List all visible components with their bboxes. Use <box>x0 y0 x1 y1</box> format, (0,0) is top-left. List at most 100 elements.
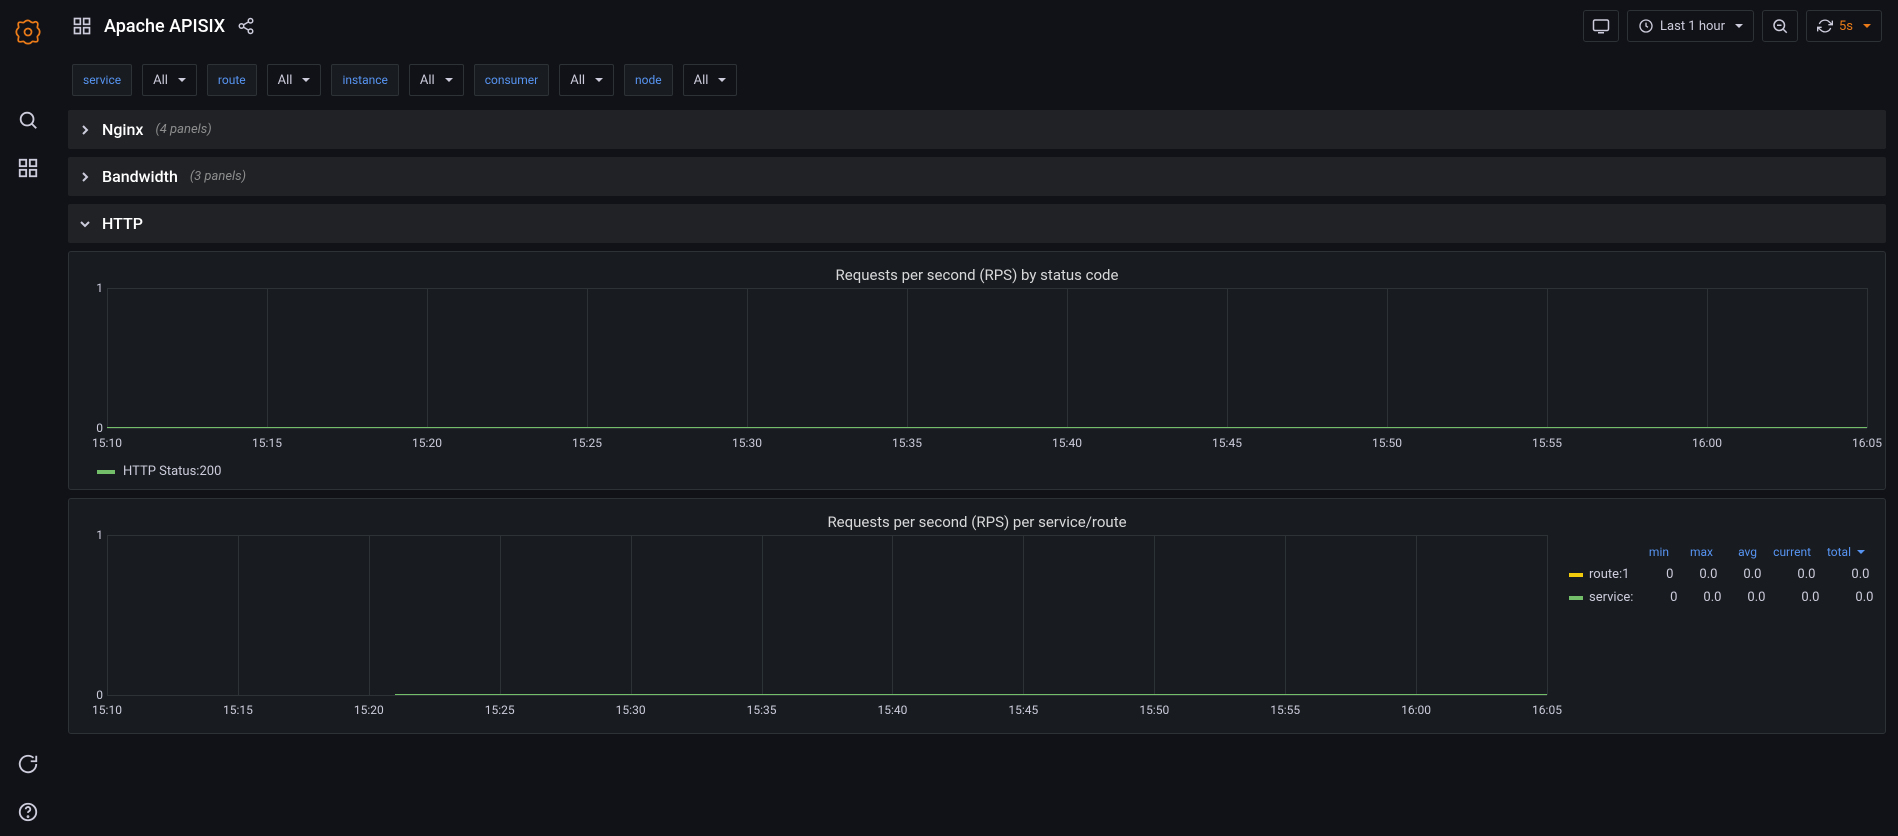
x-tick: 15:20 <box>354 703 384 717</box>
x-tick: 15:25 <box>572 436 602 450</box>
legend-avg: 0.0 <box>1725 590 1765 605</box>
x-tick: 16:00 <box>1401 703 1431 717</box>
chart-plot-area[interactable]: 15:1015:1515:2015:2515:3015:3515:4015:45… <box>107 535 1547 695</box>
help-icon[interactable] <box>8 792 48 832</box>
legend-current: 0.0 <box>1769 590 1819 605</box>
x-tick: 15:40 <box>1052 436 1082 450</box>
variable-select-node[interactable]: All <box>683 64 738 96</box>
series-line <box>107 427 1867 428</box>
x-tick: 15:55 <box>1532 436 1562 450</box>
legend-series-name: route:1 <box>1589 567 1629 582</box>
legend-header-min[interactable]: min <box>1629 545 1669 559</box>
x-tick: 15:10 <box>92 436 122 450</box>
sidebar <box>0 0 56 836</box>
legend-max: 0.0 <box>1677 567 1717 582</box>
refresh-button[interactable]: 5s <box>1806 10 1882 42</box>
variable-label-node[interactable]: node <box>624 64 673 96</box>
chevron-right-icon <box>80 125 90 135</box>
variable-select-route[interactable]: All <box>267 64 322 96</box>
variable-select-consumer[interactable]: All <box>559 64 614 96</box>
chevron-down-icon <box>80 219 90 229</box>
chart1-legend[interactable]: HTTP Status:200 <box>77 458 1877 481</box>
x-tick: 15:45 <box>1008 703 1038 717</box>
chevron-right-icon <box>80 172 90 182</box>
legend-series-name: service: <box>1589 590 1633 605</box>
section-name: Bandwidth <box>102 167 178 186</box>
dashboards-icon[interactable] <box>8 148 48 188</box>
topbar: Apache APISIX Last 1 hour <box>56 0 1898 52</box>
legend-swatch <box>97 470 115 474</box>
legend-header-row: minmaxavg current total <box>1569 541 1865 563</box>
x-tick: 15:40 <box>878 703 908 717</box>
panel-grid-icon[interactable] <box>72 16 92 36</box>
x-tick: 15:30 <box>616 703 646 717</box>
legend-swatch <box>1569 573 1583 577</box>
x-tick: 16:05 <box>1532 703 1562 717</box>
variable-label-service[interactable]: service <box>72 64 132 96</box>
share-icon[interactable] <box>237 17 255 35</box>
x-tick: 15:35 <box>747 703 777 717</box>
legend-swatch <box>1569 596 1583 600</box>
y-tick: 1 <box>87 528 103 542</box>
legend-header-avg[interactable]: avg <box>1717 545 1757 559</box>
x-tick: 15:45 <box>1212 436 1242 450</box>
chevron-down-icon <box>1731 19 1743 34</box>
section-row-http[interactable]: HTTP <box>68 204 1886 243</box>
legend-row[interactable]: route:100.00.00.00.0 <box>1569 563 1865 586</box>
section-row-nginx[interactable]: Nginx (4 panels) <box>68 110 1886 149</box>
legend-total: 0.0 <box>1823 590 1873 605</box>
y-tick: 1 <box>87 281 103 295</box>
legend-min: 0 <box>1637 590 1677 605</box>
refresh-interval-label: 5s <box>1839 19 1853 34</box>
legend-avg: 0.0 <box>1721 567 1761 582</box>
x-tick: 16:05 <box>1852 436 1882 450</box>
x-tick: 15:15 <box>252 436 282 450</box>
cycle-icon[interactable] <box>8 744 48 784</box>
time-range-button[interactable]: Last 1 hour <box>1627 10 1754 42</box>
variable-label-route[interactable]: route <box>207 64 257 96</box>
search-icon[interactable] <box>8 100 48 140</box>
legend-header-max[interactable]: max <box>1673 545 1713 559</box>
legend-series-name: HTTP Status:200 <box>123 464 221 479</box>
section-name: Nginx <box>102 120 143 139</box>
series-line <box>395 694 1547 695</box>
variable-label-instance[interactable]: instance <box>331 64 398 96</box>
x-tick: 15:15 <box>223 703 253 717</box>
panel-rps-by-status: Requests per second (RPS) by status code… <box>68 251 1886 490</box>
panel-title: Requests per second (RPS) by status code <box>77 260 1877 288</box>
section-name: HTTP <box>102 214 143 233</box>
x-tick: 15:30 <box>732 436 762 450</box>
chart2-legend-table: minmaxavgcurrenttotalroute:100.00.00.00.… <box>1557 535 1877 725</box>
variable-select-service[interactable]: All <box>142 64 197 96</box>
tv-mode-button[interactable] <box>1583 10 1619 42</box>
section-panel-count: (4 panels) <box>155 122 211 137</box>
legend-max: 0.0 <box>1681 590 1721 605</box>
legend-min: 0 <box>1633 567 1673 582</box>
x-tick: 15:35 <box>892 436 922 450</box>
x-tick: 15:20 <box>412 436 442 450</box>
variable-select-instance[interactable]: All <box>409 64 464 96</box>
legend-header-total[interactable]: total <box>1815 545 1865 559</box>
panel-rps-per-service: Requests per second (RPS) per service/ro… <box>68 498 1886 734</box>
legend-header-current[interactable]: current <box>1761 545 1811 559</box>
legend-total: 0.0 <box>1819 567 1869 582</box>
chart-plot-area[interactable]: 15:1015:1515:2015:2515:3015:3515:4015:45… <box>107 288 1867 428</box>
chevron-down-icon <box>1859 19 1871 34</box>
variable-label-consumer[interactable]: consumer <box>474 64 550 96</box>
x-tick: 15:25 <box>485 703 515 717</box>
y-tick: 0 <box>87 688 103 702</box>
page-title[interactable]: Apache APISIX <box>104 16 225 37</box>
y-tick: 0 <box>87 421 103 435</box>
time-range-label: Last 1 hour <box>1660 19 1725 34</box>
grafana-logo[interactable] <box>8 12 48 52</box>
zoom-out-button[interactable] <box>1762 10 1798 42</box>
legend-current: 0.0 <box>1765 567 1815 582</box>
section-panel-count: (3 panels) <box>190 169 246 184</box>
section-row-bandwidth[interactable]: Bandwidth (3 panels) <box>68 157 1886 196</box>
x-tick: 15:55 <box>1270 703 1300 717</box>
x-tick: 15:10 <box>92 703 122 717</box>
legend-row[interactable]: service:00.00.00.00.0 <box>1569 586 1865 609</box>
panel-title: Requests per second (RPS) per service/ro… <box>77 507 1877 535</box>
x-tick: 15:50 <box>1139 703 1169 717</box>
x-tick: 16:00 <box>1692 436 1722 450</box>
